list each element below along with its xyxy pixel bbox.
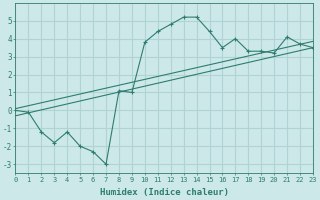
- X-axis label: Humidex (Indice chaleur): Humidex (Indice chaleur): [100, 188, 229, 197]
